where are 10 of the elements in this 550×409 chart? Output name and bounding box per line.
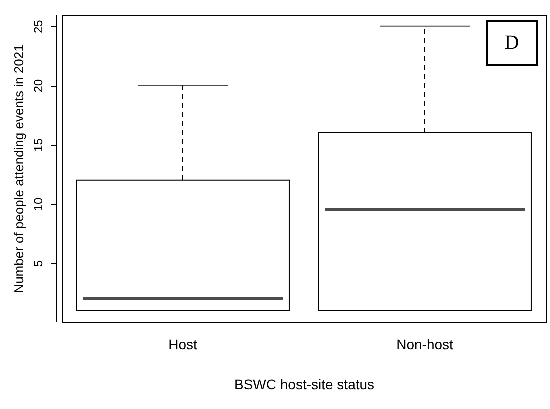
y-tick-label: 5 <box>32 260 46 268</box>
x-tick-label: Non-host <box>396 336 454 352</box>
x-axis-title: BSWC host-site status <box>234 376 375 392</box>
y-tick-label: 15 <box>32 138 46 152</box>
y-tick-label: 25 <box>32 20 46 34</box>
annotation: D <box>486 20 538 66</box>
y-axis-title: Number of people attending events in 2021 <box>12 44 26 294</box>
x-tick-label: Host <box>168 336 198 352</box>
y-tick-label: 20 <box>32 79 46 93</box>
y-tick-label: 10 <box>32 198 46 212</box>
